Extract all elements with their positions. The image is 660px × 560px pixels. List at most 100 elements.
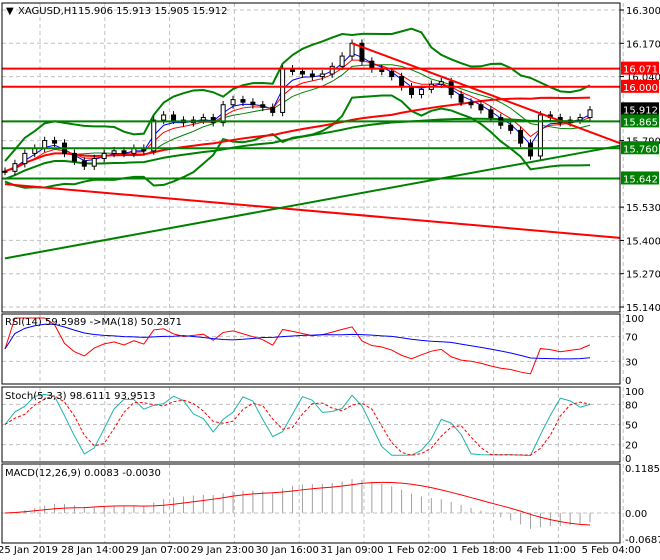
indicator-tick-label: 70 [625,333,638,344]
candle-body [171,114,177,121]
time-label: 4 Feb 11:00 [517,545,576,556]
candle-body [468,101,474,106]
stoch-signal-line [4,395,591,456]
price-label: 15.760 [623,144,658,155]
candle-body [438,81,444,85]
price-tick-label: 15.270 [626,270,660,281]
candle-body [528,142,534,157]
candle-body [349,42,355,57]
candle-body [250,101,256,106]
candle-body [418,88,424,95]
price-label: 16.071 [623,65,658,76]
price-label-bg [621,171,659,185]
symbol-label: XAGUSD,H1 [18,6,78,17]
macd-signal-line [4,481,591,526]
candle-body [359,42,365,62]
candle-body [399,76,405,88]
candle-body [319,73,325,78]
candle-body [299,70,305,75]
candle-body [280,68,286,113]
indicator-tick-label: 0.1185 [625,464,660,475]
price-label: 15.912 [623,105,658,116]
bollinger-upper [4,27,591,162]
indicator-tick-label: 30 [625,357,638,368]
macd-label: MACD(12,26,9) 0.0083 -0.0030 [5,468,161,479]
indicator-tick-label: 100 [625,387,644,398]
pane-frame-2 [1,386,621,463]
indicator-tick-label: 80 [625,400,638,411]
price-label-bg [621,102,659,116]
time-label: 25 Jan 2019 [0,545,58,556]
candle-body [111,150,117,154]
price-tick-label: 16.040 [626,73,660,84]
candle-body [577,117,583,121]
indicator-tick-label: 0 [625,376,631,387]
trendline [4,183,621,239]
candle-body [71,152,77,162]
dropdown-triangle-icon[interactable]: ▼ [6,6,14,17]
price-tick-label: 16.170 [626,39,660,50]
candle-body [151,119,157,152]
candle-body [488,109,494,119]
candle-body [22,152,28,165]
candle-body [210,117,216,124]
candle-body [409,86,415,95]
candle-body [260,104,266,108]
rsi-ma-line [4,323,591,360]
indicator-tick-label: 0.00 [625,509,647,520]
trendline [351,42,621,145]
price-label-bg [621,79,659,93]
candle-body [339,55,345,67]
rsi-line [4,317,591,375]
candle-body [537,114,543,157]
ma-long [4,117,591,180]
candle-body [121,150,127,154]
candle-body [230,99,236,106]
candle-body [81,160,87,167]
pane-frame-1 [1,313,621,385]
stoch-label: Stoch(5,3,3) 98.6111 93.9513 [5,391,156,402]
price-label: 15.865 [623,117,658,128]
price-tick-label: 15.140 [626,303,660,314]
candle-body [200,117,206,121]
price-tick-label: 15.530 [626,203,660,214]
candle-body [270,106,276,113]
indicator-tick-label: 50 [625,421,638,432]
bollinger-lower [4,94,591,189]
time-label: 31 Jan 09:00 [320,545,383,556]
price-label-bg [621,141,659,155]
candle-body [42,140,48,149]
indicator-panes [4,317,591,529]
candle-body [91,158,97,167]
time-label: 1 Feb 18:00 [452,545,511,556]
candle-body [518,129,524,144]
candle-body [508,124,514,131]
candle-body [2,170,8,173]
price-label-bg [621,114,659,128]
candle-body [458,93,464,103]
candle-body [478,104,484,111]
time-label: 1 Feb 02:00 [387,545,446,556]
candle-body [309,73,315,78]
candle-body [329,65,335,75]
candle-body [389,70,395,78]
candle-body [161,114,167,121]
ohlc-label: 15.906 15.913 15.905 15.912 [78,6,228,17]
time-label: 29 Jan 07:00 [126,545,189,556]
pane-frame-3 [1,463,621,544]
trendline [4,144,621,260]
candle-body [12,163,18,172]
price-label: 15.642 [623,174,658,185]
price-tick-label: 15.400 [626,236,660,247]
candle-body [220,104,226,124]
indicator-tick-label: 0 [625,454,631,465]
price-label-bg [621,61,659,75]
time-label: 29 Jan 23:00 [191,545,254,556]
time-label: 28 Jan 14:00 [61,545,124,556]
indicator-tick-label: 20 [625,441,638,452]
time-label: 5 Feb 04:00 [582,545,641,556]
price-label: 16.000 [623,83,658,94]
